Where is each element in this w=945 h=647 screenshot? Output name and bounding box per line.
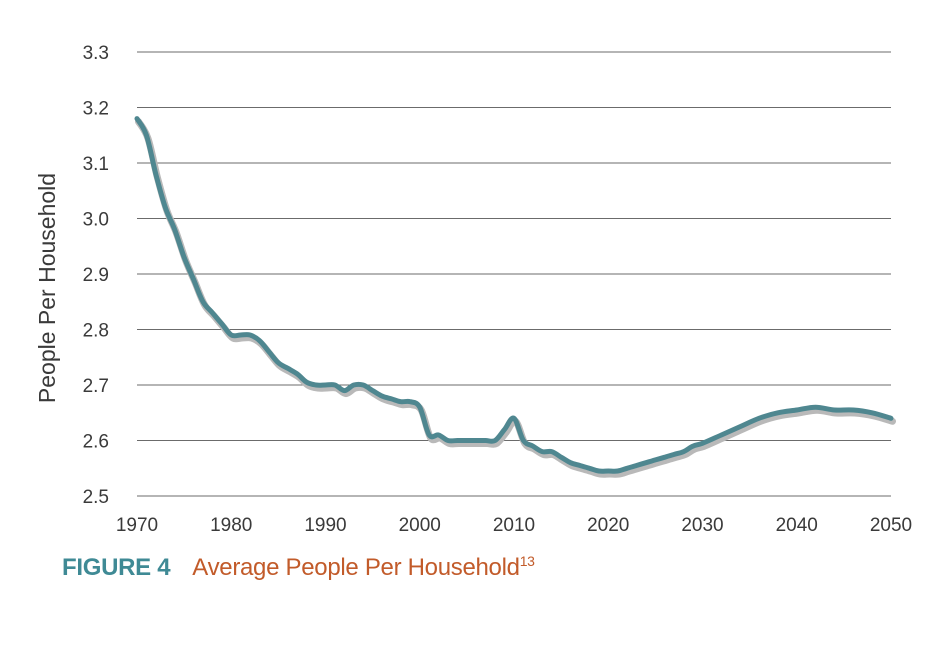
- x-tick-label: 2000: [399, 515, 441, 536]
- x-tick-label: 2050: [870, 515, 912, 536]
- figure-footnote-ref: 13: [519, 553, 535, 569]
- y-tick-label: 2.5: [83, 487, 109, 508]
- grid-lines: [137, 51, 891, 497]
- y-tick-label: 3.2: [83, 99, 109, 120]
- y-tick-label: 3.3: [83, 43, 109, 64]
- figure-caption: FIGURE 4 Average People Per Household13: [62, 554, 535, 582]
- x-tick-label: 2030: [681, 515, 723, 536]
- x-axis-tick-labels: 1970 1980 1990 2000 2010 2020 2030 2040 2050: [116, 515, 912, 536]
- figure-title: Average People Per Household13: [192, 553, 535, 581]
- y-tick-label: 2.9: [83, 265, 109, 286]
- x-tick-label: 2020: [587, 515, 629, 536]
- y-tick-label: 2.8: [83, 321, 109, 342]
- series-line-shadow: [135, 118, 896, 478]
- x-tick-label: 2040: [776, 515, 818, 536]
- x-tick-label: 2010: [493, 515, 535, 536]
- figure-label: FIGURE 4: [62, 554, 171, 581]
- x-tick-label: 1980: [210, 515, 252, 536]
- figure-title-text: Average People Per Household: [192, 554, 520, 581]
- y-axis-tick-labels: 2.5 2.6 2.7 2.8 2.9 3.0 3.1 3.2 3.3: [83, 43, 109, 508]
- y-tick-label: 3.0: [83, 210, 109, 231]
- line-chart: 2.5 2.6 2.7 2.8 2.9 3.0 3.1 3.2 3.3 1970 1980 1990…: [34, 43, 912, 536]
- y-tick-label: 2.7: [83, 376, 109, 397]
- y-tick-label: 2.6: [83, 432, 109, 453]
- x-tick-label: 1970: [116, 515, 158, 536]
- x-tick-label: 1990: [304, 515, 346, 536]
- y-tick-label: 3.1: [83, 154, 109, 175]
- y-axis-label: People Per Household: [34, 173, 60, 403]
- series-line: [134, 116, 894, 474]
